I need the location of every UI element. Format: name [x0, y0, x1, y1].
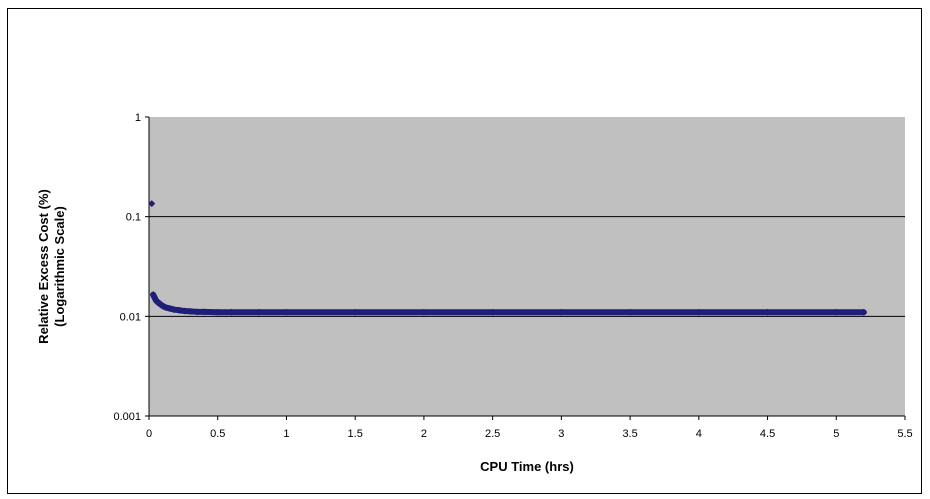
x-axis-title: CPU Time (hrs)	[480, 459, 574, 474]
y-axis-title-line-2: (Logarithmic Scale)	[52, 206, 67, 327]
x-tick-label: 5.5	[897, 428, 912, 440]
data-point	[764, 308, 772, 316]
data-point	[832, 308, 840, 316]
data-point	[695, 308, 703, 316]
x-tick-label: 0	[146, 428, 152, 440]
series-layer	[148, 200, 868, 316]
data-point	[170, 306, 178, 314]
data-point	[420, 308, 428, 316]
y-axis-ticks: 1 0.1 0.01 0.001	[113, 112, 149, 423]
data-point	[351, 308, 359, 316]
data-point	[557, 308, 565, 316]
x-tick-label: 1.5	[348, 428, 363, 440]
x-tick-label: 2.5	[485, 428, 500, 440]
data-point	[860, 308, 868, 316]
y-tick-label: 0.001	[113, 411, 141, 423]
data-point	[282, 308, 290, 316]
x-tick-label: 1	[283, 428, 289, 440]
chart-svg: 1 0.1 0.01 0.001 0 0.5 1 1.5 2 2.5 3 3.5 4 4.5 5 5.5 C…	[36, 112, 913, 474]
data-point	[214, 308, 222, 316]
x-tick-label: 2	[421, 428, 427, 440]
chart-frame: 1 0.1 0.01 0.001 0 0.5 1 1.5 2 2.5 3 3.5 4 4.5 5 5.5 C…	[7, 8, 922, 494]
data-point	[200, 308, 208, 316]
x-tick-label: 0.5	[210, 428, 225, 440]
data-point	[186, 307, 194, 315]
x-tick-label: 4.5	[760, 428, 775, 440]
plot-area	[149, 117, 905, 416]
y-tick-label: 1	[135, 112, 141, 124]
data-point	[489, 308, 497, 316]
data-point	[181, 307, 189, 315]
data-point	[175, 306, 183, 314]
y-axis-title-line-1: Relative Excess Cost (%)	[36, 189, 51, 344]
y-tick-label: 0.01	[120, 311, 141, 323]
x-tick-label: 3.5	[622, 428, 637, 440]
x-tick-label: 5	[833, 428, 839, 440]
data-point	[148, 200, 156, 208]
x-axis-ticks: 0 0.5 1 1.5 2 2.5 3 3.5 4 4.5 5 5.5	[146, 416, 913, 440]
data-point	[626, 308, 634, 316]
data-point	[227, 308, 235, 316]
y-tick-label: 0.1	[126, 212, 141, 224]
x-tick-label: 4	[696, 428, 702, 440]
x-tick-label: 3	[558, 428, 564, 440]
data-point	[193, 308, 201, 316]
gridlines	[149, 216, 905, 317]
